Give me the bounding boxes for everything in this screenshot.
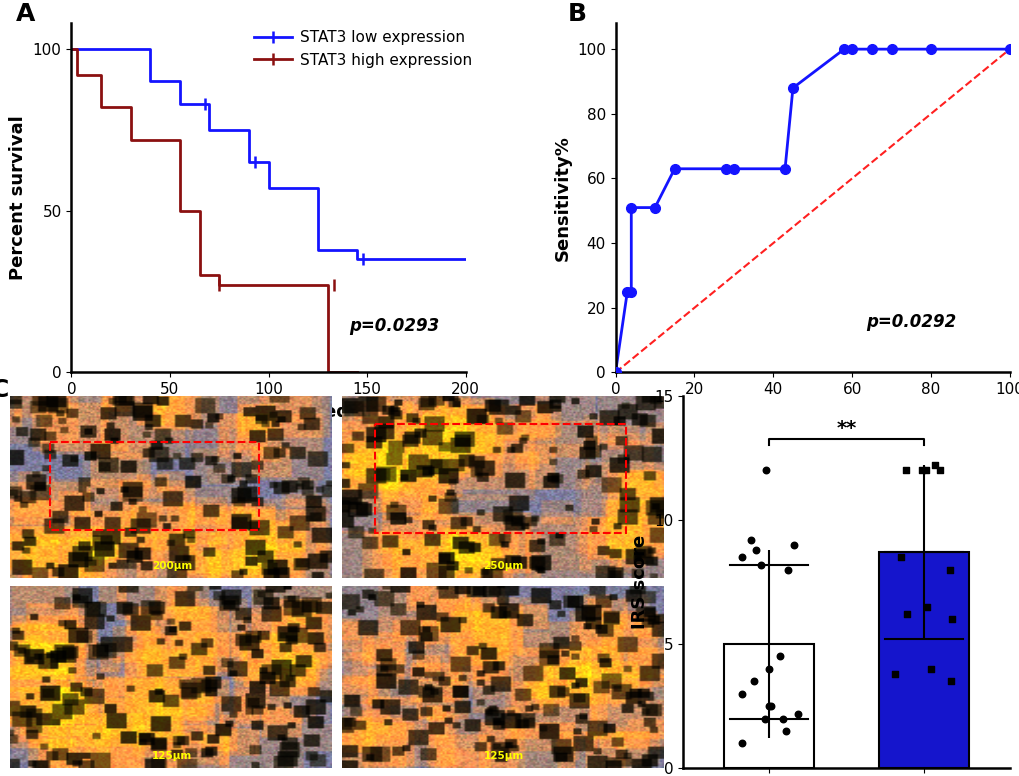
Point <box>742 534 758 546</box>
Point <box>918 601 934 613</box>
Point <box>941 563 957 576</box>
Bar <box>50 442 259 530</box>
Point <box>771 650 788 663</box>
Point <box>734 737 750 750</box>
Text: A: A <box>16 2 36 26</box>
Point <box>777 725 794 737</box>
Point <box>899 608 915 621</box>
Point <box>921 663 937 675</box>
Point <box>756 712 772 725</box>
Point <box>913 464 929 476</box>
Text: 200μm: 200μm <box>152 561 192 571</box>
Point <box>757 464 773 476</box>
Point <box>886 667 902 680</box>
Point <box>925 459 942 472</box>
X-axis label: 100% - Specificity%: 100% - Specificity% <box>712 403 912 421</box>
Y-axis label: IRS score: IRS score <box>630 535 648 629</box>
Point <box>790 708 806 720</box>
Text: B: B <box>568 2 587 26</box>
Y-axis label: Sensitivity%: Sensitivity% <box>553 135 571 261</box>
Bar <box>375 424 626 533</box>
Point <box>942 675 958 688</box>
Text: 250μm: 250μm <box>483 561 523 571</box>
X-axis label: Months elapsed: Months elapsed <box>189 403 348 421</box>
Point <box>747 543 763 556</box>
Point <box>734 688 750 700</box>
Text: 125μm: 125μm <box>152 751 192 761</box>
Point <box>745 675 761 688</box>
Point <box>897 464 913 476</box>
Y-axis label: Percent survival: Percent survival <box>9 116 28 280</box>
Point <box>930 464 947 476</box>
Point <box>893 551 909 563</box>
Bar <box>722 644 813 768</box>
Text: 125μm: 125μm <box>483 751 523 761</box>
Text: C: C <box>0 377 9 401</box>
Point <box>944 613 960 625</box>
Point <box>773 712 790 725</box>
Point <box>779 563 795 576</box>
Text: p=0.0292: p=0.0292 <box>865 313 956 331</box>
Point <box>762 700 779 712</box>
Point <box>752 559 768 571</box>
Bar <box>878 553 968 768</box>
Text: **: ** <box>836 419 856 438</box>
Legend: STAT3 low expression, STAT3 high expression: STAT3 low expression, STAT3 high express… <box>248 24 477 74</box>
Point <box>760 663 776 675</box>
Point <box>917 464 933 476</box>
Point <box>760 700 776 712</box>
Text: p=0.0293: p=0.0293 <box>350 317 439 334</box>
Point <box>733 551 749 563</box>
Point <box>786 539 802 551</box>
